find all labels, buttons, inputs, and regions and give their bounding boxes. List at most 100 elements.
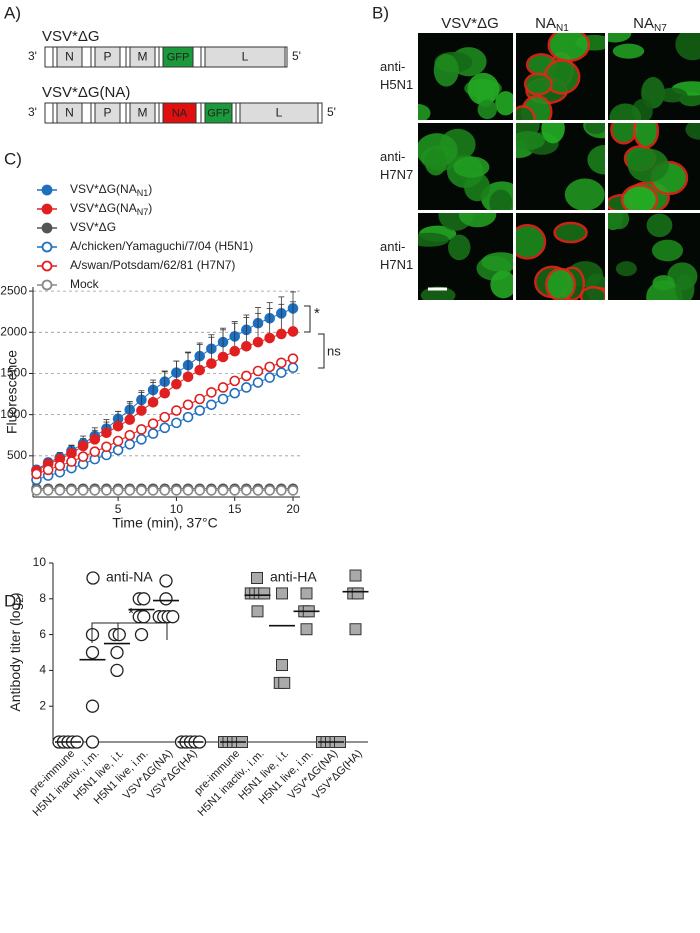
data-point (194, 364, 206, 376)
column-header-part: NA (535, 15, 556, 32)
gene-label: M (138, 106, 148, 120)
data-point (252, 336, 264, 348)
data-point (101, 441, 112, 453)
legend-marker (86, 571, 100, 585)
data-point (276, 328, 287, 340)
legend-label-part: Mock (70, 277, 100, 291)
gene-label: L (276, 106, 283, 120)
x-tick-label: 20 (286, 502, 300, 516)
data-point (166, 610, 180, 624)
cell (489, 189, 513, 210)
y-axis-label-sub: 2 (15, 597, 26, 603)
data-point (112, 435, 124, 447)
cell (675, 273, 695, 300)
data-point (287, 362, 299, 374)
data-point (66, 456, 77, 467)
micrograph-cells (516, 221, 605, 300)
panel-label: A) (4, 3, 21, 22)
cell (458, 213, 497, 228)
cell (547, 33, 591, 63)
gene-label: GFP (167, 51, 190, 63)
data-point (241, 382, 252, 393)
cell (609, 213, 630, 230)
panel-label: D) (4, 591, 22, 610)
row-label: anti- (380, 59, 405, 74)
annotation: * (128, 605, 134, 622)
data-point (241, 340, 252, 352)
data-point (112, 420, 124, 432)
cell (467, 72, 500, 106)
legend-marker (41, 279, 53, 291)
panel-label: B) (372, 3, 389, 22)
y-tick-label: 2500 (0, 283, 27, 297)
column-header-part: VSV*ΔG (441, 15, 499, 32)
data-point (217, 382, 229, 393)
data-point (159, 574, 173, 588)
data-point (147, 485, 159, 496)
data-point (147, 428, 159, 439)
y-tick-label: 4 (39, 663, 46, 677)
y-tick-label: 500 (7, 448, 27, 462)
data-point (85, 699, 100, 713)
end-label: 5' (327, 105, 336, 119)
data-point (206, 485, 217, 496)
row-label: H7N7 (380, 167, 413, 182)
data-point (159, 387, 171, 399)
data-point (159, 485, 171, 496)
data-point (349, 623, 362, 636)
data-point (229, 345, 241, 357)
data-point (276, 485, 287, 496)
gene-box (162, 46, 194, 68)
cell (541, 123, 565, 144)
data-point (217, 393, 229, 405)
cell (516, 105, 536, 120)
data-point (276, 587, 288, 600)
gene-box (162, 102, 197, 124)
cell (447, 234, 471, 261)
data-point (136, 405, 147, 416)
y-axis-label: Antibody titer (log2) (7, 592, 26, 711)
gene-label: P (103, 106, 111, 120)
data-point (206, 399, 217, 411)
cell (553, 221, 588, 244)
cell (609, 103, 642, 120)
data-point (241, 370, 252, 382)
data-point (206, 358, 217, 369)
data-point (171, 485, 182, 496)
x-tick-label: 15 (228, 502, 242, 516)
data-point (264, 485, 275, 496)
cell (481, 252, 513, 272)
data-point (287, 326, 299, 337)
data-point (264, 361, 275, 373)
column-header: NAN7 (633, 15, 667, 34)
data-point (112, 627, 126, 642)
cell (587, 145, 605, 175)
cell (646, 213, 673, 238)
legend-label-part: VSV*ΔG(NA (70, 201, 137, 215)
micrograph-cells (418, 47, 513, 120)
data-point (229, 387, 241, 399)
gene-box (56, 46, 83, 68)
data-point (124, 414, 136, 425)
y-tick-label: 1500 (0, 366, 27, 380)
cell (579, 285, 605, 300)
cell (545, 267, 576, 300)
data-point (159, 592, 173, 606)
data-point (287, 485, 299, 496)
legend-label-part: ) (148, 201, 152, 215)
micrograph-cells (418, 128, 513, 210)
data-point (77, 451, 89, 462)
construct-name: VSV*ΔG(NA) (42, 84, 130, 101)
data-point (137, 592, 151, 606)
data-point (66, 485, 77, 496)
data-point (349, 569, 362, 582)
data-point (77, 485, 89, 496)
legend-label: VSV*ΔG (70, 220, 116, 234)
data-point (54, 460, 66, 472)
data-point (134, 627, 149, 642)
legend-marker (41, 222, 53, 234)
data-point (171, 405, 182, 416)
construct-name: VSV*ΔG (42, 28, 100, 45)
data-point (136, 424, 147, 435)
